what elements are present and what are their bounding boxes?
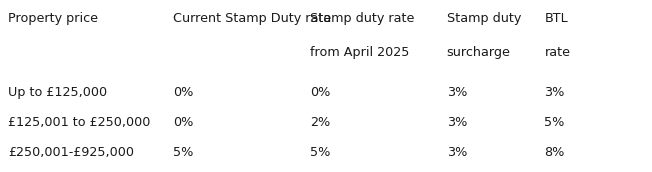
- Text: from April 2025: from April 2025: [310, 46, 409, 60]
- Text: Stamp duty rate: Stamp duty rate: [310, 12, 414, 25]
- Text: 5%: 5%: [173, 146, 193, 159]
- Text: 5%: 5%: [310, 146, 330, 159]
- Text: Current Stamp Duty rate: Current Stamp Duty rate: [173, 12, 331, 25]
- Text: 5%: 5%: [544, 116, 565, 129]
- Text: surcharge: surcharge: [447, 46, 511, 60]
- Text: £125,001 to £250,000: £125,001 to £250,000: [8, 116, 150, 129]
- Text: 3%: 3%: [447, 146, 467, 159]
- Text: 3%: 3%: [447, 116, 467, 129]
- Text: 0%: 0%: [310, 86, 330, 99]
- Text: Stamp duty: Stamp duty: [447, 12, 521, 25]
- Text: £250,001-£925,000: £250,001-£925,000: [8, 146, 134, 159]
- Text: Up to £125,000: Up to £125,000: [8, 86, 107, 99]
- Text: 2%: 2%: [310, 116, 330, 129]
- Text: Property price: Property price: [8, 12, 98, 25]
- Text: rate: rate: [544, 46, 570, 60]
- Text: 3%: 3%: [544, 86, 565, 99]
- Text: BTL: BTL: [544, 12, 568, 25]
- Text: 3%: 3%: [447, 86, 467, 99]
- Text: 8%: 8%: [544, 146, 565, 159]
- Text: 0%: 0%: [173, 116, 193, 129]
- Text: 0%: 0%: [173, 86, 193, 99]
